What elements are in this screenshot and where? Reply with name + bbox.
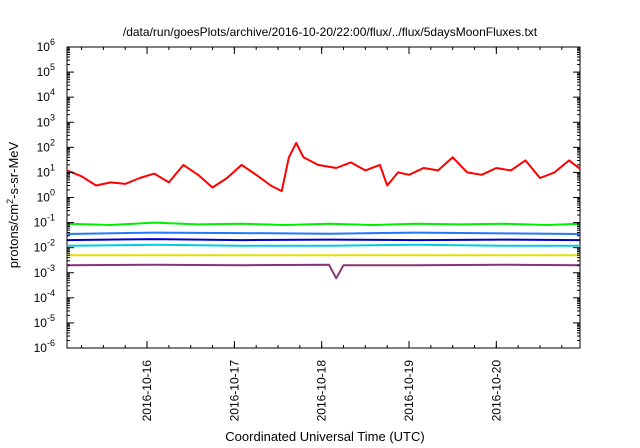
y-tick-label: 101 — [37, 162, 55, 179]
series-line-5 — [66, 238, 581, 242]
x-tick-label: 2016-10-20 — [489, 360, 503, 422]
y-tick-label: 104 — [37, 87, 55, 104]
chart-title: /data/run/goesPlots/archive/2016-10-20/2… — [123, 25, 538, 39]
plot-frame — [66, 46, 581, 349]
y-tick-label: 106 — [37, 37, 55, 54]
x-tick-label: 2016-10-16 — [140, 360, 154, 422]
y-tick-label: 100 — [37, 188, 55, 205]
series-line-7 — [66, 263, 581, 280]
series-line-3 — [66, 231, 581, 235]
x-tick-label: 2016-10-18 — [315, 360, 329, 422]
y-tick-label: 102 — [37, 137, 55, 154]
y-axis: 10-6 10-5 10-4 10-3 10-2 10-1 100 101 102 103 104 1… — [34, 37, 580, 355]
x-tick-label: 2016-10-17 — [227, 360, 241, 422]
y-tick-label: 105 — [37, 62, 55, 79]
x-tick-label: 2016-10-19 — [402, 360, 416, 422]
series-lines — [66, 141, 581, 280]
x-axis: 2016-10-16 2016-10-17 2016-10-18 2016-10-19… — [81, 47, 563, 422]
series-line-1 — [66, 141, 581, 193]
y-tick-label: 10-2 — [34, 238, 55, 255]
y-tick-label: 10-1 — [34, 213, 55, 230]
plot-area — [66, 46, 581, 349]
y-tick-label: 10-5 — [34, 313, 55, 330]
y-axis-label: protons/cm2-s-sr-MeV — [5, 141, 21, 268]
y-tick-label: 10-4 — [34, 288, 55, 305]
x-axis-label: Coordinated Universal Time (UTC) — [225, 429, 424, 444]
y-tick-label: 103 — [37, 112, 55, 129]
y-tick-label: 10-6 — [34, 338, 55, 355]
series-line-2 — [66, 221, 581, 226]
y-tick-label: 10-3 — [34, 263, 55, 280]
series-line-4 — [66, 243, 580, 247]
